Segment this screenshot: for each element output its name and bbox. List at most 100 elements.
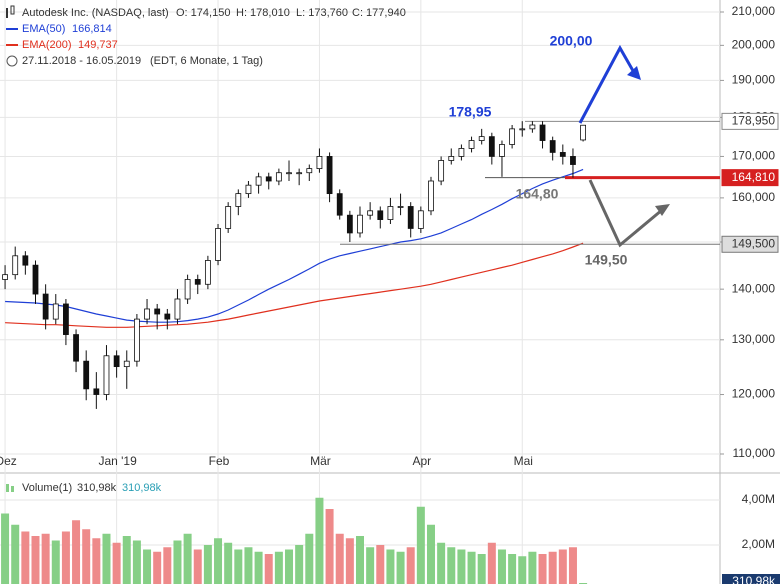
volume-bar <box>416 506 425 584</box>
volume-bar <box>325 509 334 584</box>
candle-body <box>164 313 171 320</box>
projection-arrow-up <box>578 44 638 124</box>
candle-body <box>245 184 252 195</box>
candle-body <box>154 308 161 315</box>
volume-bar <box>487 542 496 584</box>
volume-bar <box>153 551 162 584</box>
candle-body <box>184 279 191 300</box>
candle-body <box>22 255 29 266</box>
candle-body <box>103 355 110 395</box>
volume-bar <box>234 549 243 584</box>
ema-line <box>5 242 584 328</box>
axis-label-box <box>722 574 780 584</box>
candle-body <box>204 260 211 285</box>
candle-body <box>346 214 353 234</box>
y-tick-label: 200,000 <box>732 38 776 52</box>
volume-bar <box>102 533 111 584</box>
candle-body <box>336 193 343 216</box>
date-range: 27.11.2018 - 16.05.2019 <box>22 55 141 67</box>
candle-body <box>286 172 292 175</box>
candle-body <box>529 124 536 130</box>
arrow-head <box>627 66 641 80</box>
candle-body <box>73 334 79 362</box>
volume-bar <box>61 531 70 584</box>
legend-name: Volume(1) <box>22 482 72 494</box>
volume-bar <box>274 551 283 584</box>
ema-line <box>5 168 584 323</box>
range-note: (EDT, 6 Monate, 1 Tag) <box>150 55 263 67</box>
ohlc-low: L: 173,760 <box>296 7 348 19</box>
volume-bar <box>122 536 131 584</box>
y-tick-label: 2,00M <box>742 537 775 551</box>
candle-body <box>438 160 445 182</box>
candle-body <box>255 176 262 186</box>
candle-body <box>468 140 475 149</box>
legend-value: 310,98k <box>77 482 117 494</box>
volume-bar <box>11 524 20 584</box>
candle-body <box>265 176 272 182</box>
candle-body <box>580 124 586 141</box>
axis-label: 178,950 <box>732 114 776 128</box>
volume-bar <box>437 542 446 584</box>
volume-bar <box>112 542 121 584</box>
candle-body <box>367 210 374 216</box>
volume-bar <box>285 549 294 584</box>
candle-body <box>387 206 394 220</box>
y-tick-label: 160,000 <box>732 190 776 204</box>
axis-label-box <box>721 112 779 130</box>
candle-body <box>316 156 323 170</box>
volume-bar <box>528 551 537 584</box>
candle-body <box>488 136 495 157</box>
volume-bar <box>264 554 273 584</box>
volume-bar <box>132 540 141 584</box>
candle-body <box>93 388 100 395</box>
legend-value: 149,737 <box>78 39 118 51</box>
volume-bar <box>72 520 81 584</box>
level-label: 149,50 <box>585 252 628 268</box>
candle-body <box>570 156 576 165</box>
level-label: 178,95 <box>449 104 492 120</box>
volume-bar <box>163 547 172 584</box>
axis-label: 149,500 <box>732 236 776 250</box>
x-tick-label: Jan '19 <box>98 454 137 468</box>
volume-bar <box>41 533 50 584</box>
x-tick-label: Apr <box>413 454 432 468</box>
candle-body <box>134 318 140 362</box>
ohlc-high: H: 178,010 <box>236 7 290 19</box>
volume-bar <box>335 533 344 584</box>
x-tick-label: Mai <box>514 454 533 468</box>
y-tick-label: 120,000 <box>732 387 776 401</box>
level-label: 164,80 <box>516 186 559 202</box>
legend: Autodesk Inc. (NASDAQ, last) O: 174,150 … <box>6 5 406 494</box>
volume-bar <box>426 524 435 584</box>
candle-body <box>174 298 181 320</box>
y-tick-label: 210,000 <box>732 4 776 18</box>
candle-body <box>357 214 363 234</box>
volume-bar <box>345 538 354 584</box>
legend-value: 310,98k <box>122 482 162 494</box>
volume-bar <box>183 533 192 584</box>
candle-body <box>407 206 414 229</box>
candle-body <box>83 360 90 390</box>
clock-icon <box>6 55 18 67</box>
volume-bar <box>254 551 263 584</box>
volume-bar <box>467 551 476 584</box>
icon <box>6 484 9 492</box>
candle-body <box>549 140 556 153</box>
arrow-head <box>655 204 670 216</box>
volume-bar <box>82 529 91 584</box>
volume-bar <box>224 542 233 584</box>
icon <box>6 8 8 18</box>
candle-body <box>144 308 150 320</box>
y-tick-label: 110,000 <box>733 446 776 460</box>
candle-body <box>377 210 384 220</box>
volume-bar <box>508 554 517 584</box>
volume-bar <box>214 538 223 584</box>
candle-body <box>519 128 526 131</box>
instrument: Autodesk Inc. (NASDAQ, last) <box>22 7 169 19</box>
candle-body <box>448 156 455 161</box>
candle-body <box>275 172 282 182</box>
legend-value: 166,814 <box>72 23 112 35</box>
ohlc-close: C: 177,940 <box>352 7 406 19</box>
